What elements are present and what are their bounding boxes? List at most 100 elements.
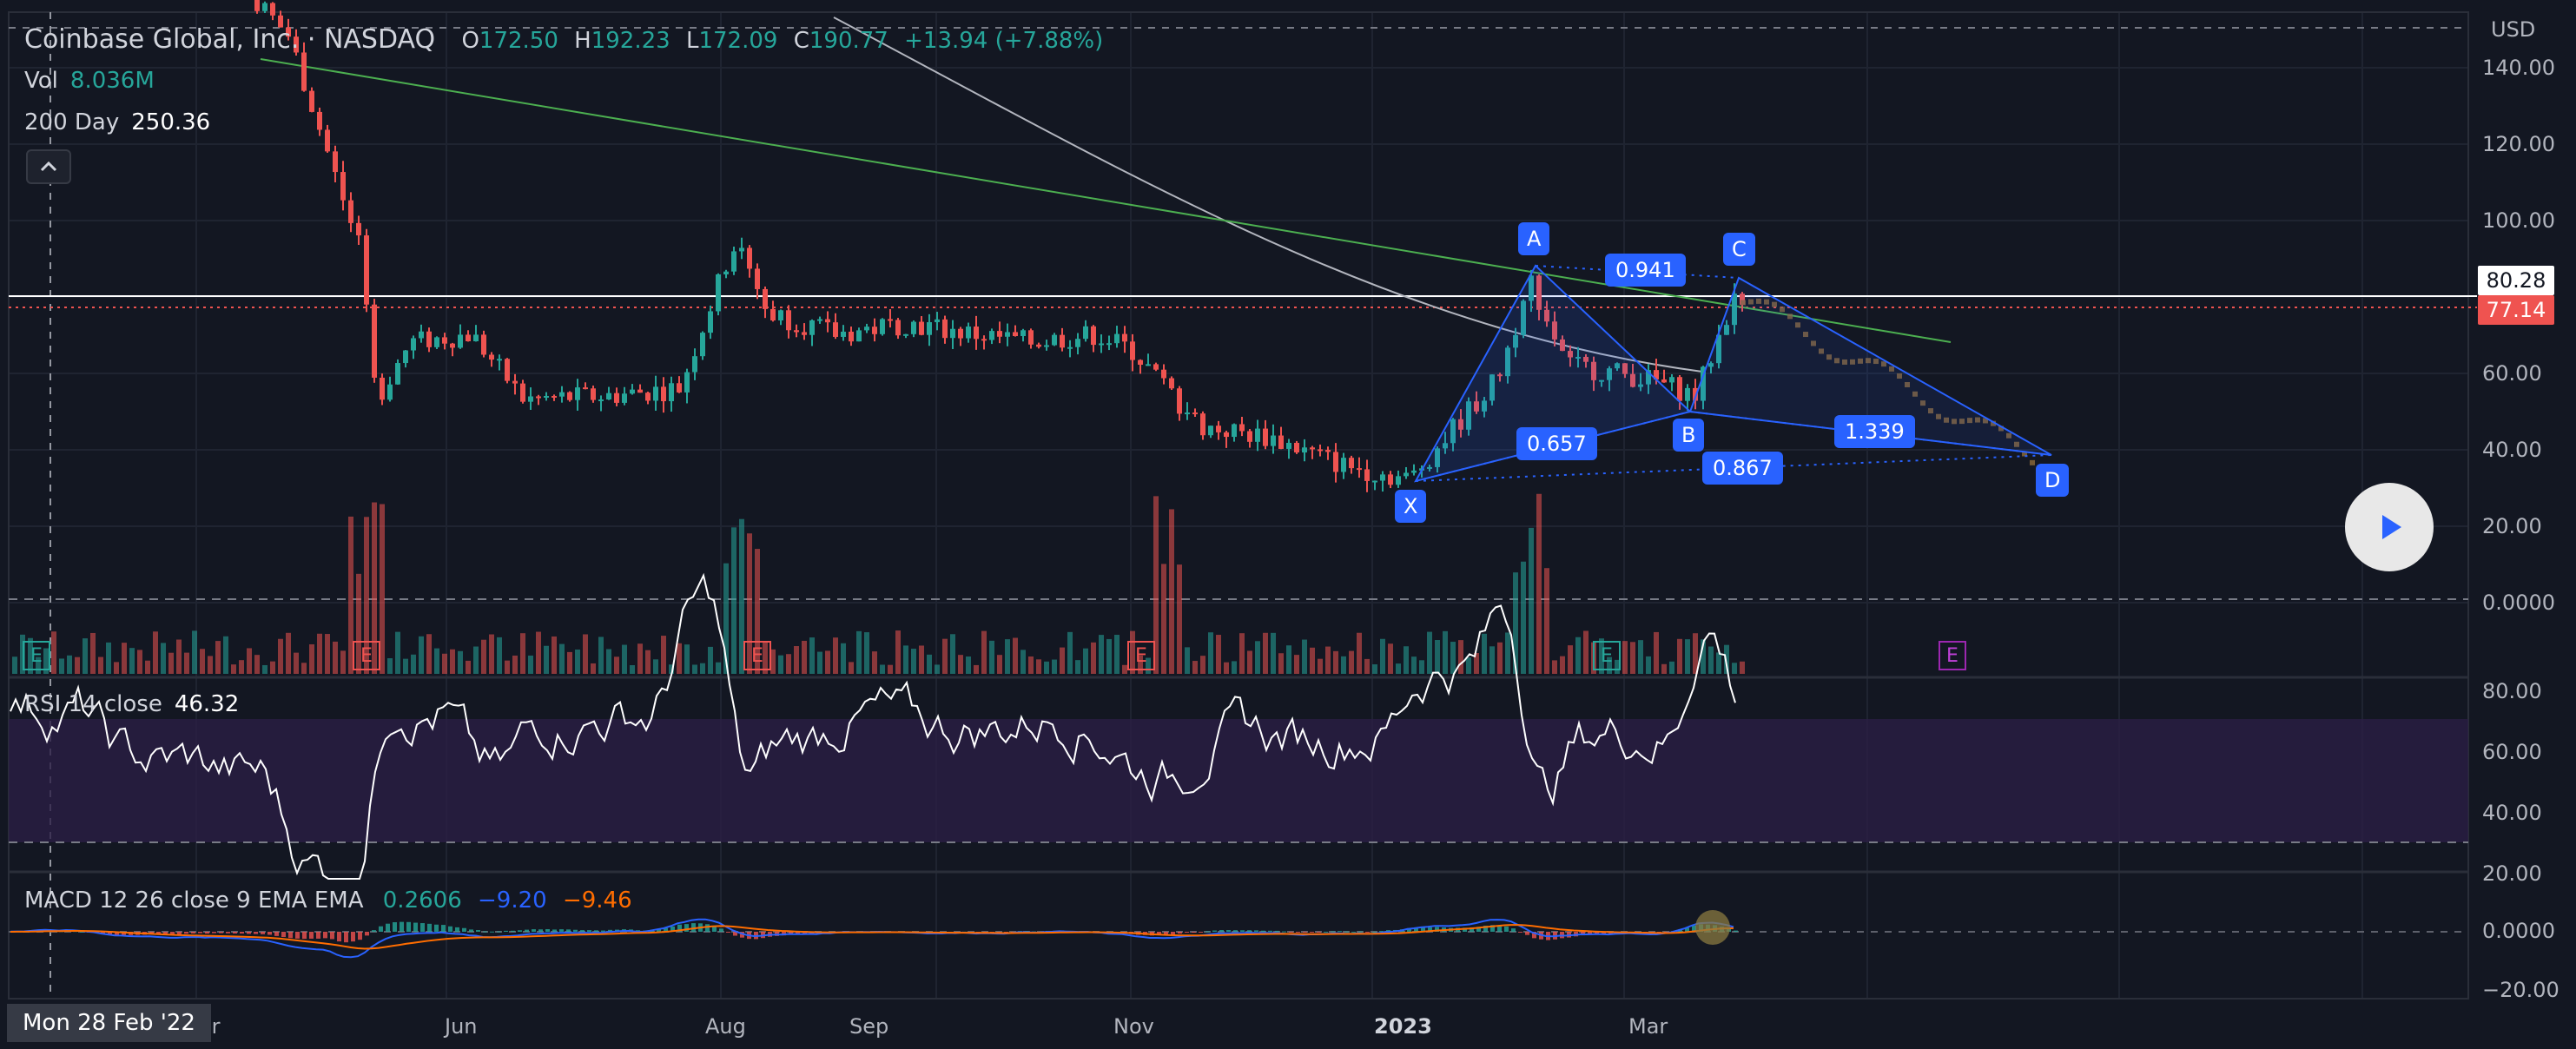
candle-body	[301, 52, 307, 91]
volume-bar	[1372, 664, 1377, 674]
candle-body	[497, 359, 502, 361]
volume-bar	[1263, 632, 1268, 674]
volume-bar	[301, 663, 307, 674]
candle-body	[1341, 458, 1346, 472]
macd-histogram-bar	[1185, 932, 1189, 934]
macd-histogram-bar	[1261, 930, 1265, 932]
replay-play-button[interactable]	[2345, 483, 2434, 571]
projected-candle	[1998, 426, 2004, 432]
volume-bar	[434, 648, 439, 674]
macd-histogram-bar	[1602, 932, 1606, 934]
symbol-legend[interactable]: Coinbase Global, Inc. · NASDAQ O172.50 H…	[24, 24, 1103, 55]
macd-histogram-bar	[434, 924, 439, 932]
pattern-point-d[interactable]: D	[2036, 464, 2070, 497]
macd-histogram-bar	[1386, 930, 1390, 932]
candle-body	[1497, 374, 1503, 377]
macd-histogram-bar	[483, 931, 487, 933]
macd-histogram-bar	[1379, 931, 1384, 933]
volume-legend[interactable]: Vol 8.036M	[24, 68, 155, 94]
candle-body	[770, 308, 776, 320]
time-axis[interactable]: Apr Jun Aug Sep Nov 2023 Mar	[184, 1014, 1668, 1039]
volume-bar	[145, 660, 150, 674]
volume-bar	[43, 648, 49, 674]
axis-label: 140.00	[2482, 56, 2555, 80]
macd-histogram-bar	[712, 926, 717, 932]
trend-line-segment	[260, 58, 1952, 343]
volume-bar	[1333, 650, 1338, 674]
volume-bar	[591, 663, 596, 674]
rsi-legend[interactable]: RSI 14 close 46.32	[24, 691, 240, 717]
macd-histogram-bar	[462, 927, 466, 932]
macd-histogram-bar	[122, 932, 126, 935]
candle-body	[1740, 294, 1745, 305]
candle-body	[1114, 333, 1120, 344]
macd-histogram-bar	[1205, 931, 1210, 933]
price-axis[interactable]: USD 140.00 120.00 100.00 60.00 40.00 20.…	[2482, 17, 2559, 1002]
macd-histogram-bar	[1407, 927, 1411, 932]
volume-bar	[849, 662, 854, 674]
ma-legend[interactable]: 200 Day 250.36	[24, 109, 211, 135]
volume-bar	[1380, 638, 1385, 674]
macd-histogram-bar	[219, 932, 223, 934]
earnings-event-icon[interactable]: E	[353, 641, 380, 670]
earnings-event-icon[interactable]: E	[1593, 641, 1621, 670]
volume-bar	[1036, 659, 1041, 674]
pattern-point-b[interactable]: B	[1673, 419, 1705, 452]
candle-body	[1255, 428, 1260, 442]
volume-bar	[1607, 656, 1612, 674]
macd-histogram-bar	[1428, 927, 1432, 932]
macd-histogram-bar	[1734, 930, 1738, 932]
candle-body	[833, 322, 838, 337]
volume-bar	[270, 661, 275, 674]
volume-bar	[1020, 650, 1026, 674]
volume-bar	[1052, 659, 1057, 674]
candle-body	[856, 330, 862, 342]
upcoming-earnings-icon[interactable]: E	[1939, 641, 1966, 670]
volume-bar	[1216, 635, 1221, 674]
volume-bar	[1146, 657, 1151, 674]
macd-axis-label: −20.00	[2482, 978, 2559, 1002]
volume-bar	[1419, 660, 1424, 674]
candle-body	[286, 27, 291, 37]
volume-bar	[114, 662, 119, 674]
macd-histogram-bar	[156, 932, 161, 935]
macd-legend[interactable]: MACD 12 26 close 9 EMA EMA 0.2606 −9.20 …	[24, 887, 632, 914]
macd-histogram-bar	[1421, 927, 1425, 932]
macd-histogram-bar	[1414, 927, 1418, 932]
volume-bar	[950, 634, 955, 674]
axis-label: 20.00	[2482, 514, 2542, 538]
candle-body	[1060, 334, 1065, 348]
volume-bar	[442, 653, 447, 674]
volume-bar	[1474, 652, 1479, 674]
candle-body	[802, 332, 807, 335]
volume-bar	[645, 650, 651, 674]
candle-body	[1599, 379, 1604, 382]
candle-body	[512, 380, 518, 384]
pattern-point-a[interactable]: A	[1518, 222, 1550, 255]
volume-bar	[1724, 644, 1729, 674]
rsi-axis-label: 80.00	[2482, 679, 2542, 703]
volume-bar	[67, 655, 72, 674]
pattern-point-x[interactable]: X	[1395, 490, 1427, 523]
projected-candle	[1889, 366, 1894, 372]
macd-histogram-bar	[1532, 932, 1536, 939]
candle-body	[254, 0, 260, 11]
volume-bar	[458, 650, 463, 674]
volume-bar	[364, 517, 369, 674]
pattern-point-c[interactable]: C	[1723, 233, 1755, 266]
volume-bar	[348, 516, 353, 674]
volume-bar	[168, 652, 174, 674]
volume-bar	[1638, 640, 1643, 674]
candle-body	[958, 328, 963, 339]
candle-body	[888, 319, 893, 321]
earnings-event-icon[interactable]: E	[1127, 641, 1155, 670]
earnings-event-icon[interactable]: E	[743, 641, 771, 670]
volume-bar	[153, 631, 158, 674]
earnings-event-icon[interactable]: E	[23, 641, 50, 670]
collapse-legend-button[interactable]	[26, 149, 71, 184]
projected-candle	[1928, 408, 1933, 414]
candle-body	[426, 331, 432, 347]
projected-candle	[1772, 301, 1777, 307]
macd-histogram-bar	[254, 932, 258, 934]
